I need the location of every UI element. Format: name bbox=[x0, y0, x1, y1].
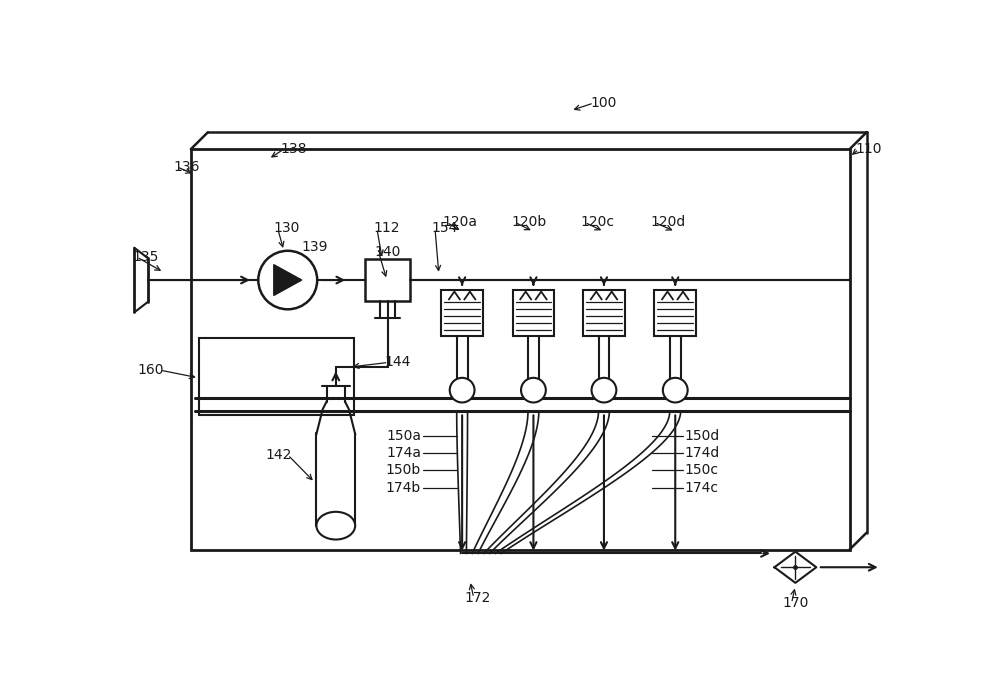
Circle shape bbox=[258, 251, 317, 310]
Polygon shape bbox=[774, 551, 816, 583]
Text: 100: 100 bbox=[590, 96, 616, 110]
Text: 120d: 120d bbox=[650, 216, 686, 229]
Circle shape bbox=[663, 378, 688, 402]
Text: 174c: 174c bbox=[685, 481, 719, 495]
Text: 130: 130 bbox=[274, 221, 300, 236]
Bar bbox=[191, 149, 850, 549]
Polygon shape bbox=[274, 265, 302, 296]
Text: 170: 170 bbox=[782, 596, 809, 610]
Bar bbox=[365, 259, 410, 301]
Text: 150a: 150a bbox=[386, 429, 421, 444]
Text: 150c: 150c bbox=[685, 463, 719, 477]
Text: 138: 138 bbox=[280, 142, 306, 156]
Text: 136: 136 bbox=[173, 160, 200, 174]
Text: 142: 142 bbox=[265, 448, 292, 462]
Ellipse shape bbox=[316, 512, 355, 540]
Circle shape bbox=[521, 378, 546, 402]
Text: 140: 140 bbox=[375, 245, 401, 258]
Text: 174a: 174a bbox=[386, 446, 421, 460]
Text: 174d: 174d bbox=[685, 446, 720, 460]
Text: 160: 160 bbox=[137, 363, 164, 377]
Text: 120b: 120b bbox=[511, 216, 546, 229]
Text: 150b: 150b bbox=[386, 463, 421, 477]
Text: 154: 154 bbox=[431, 221, 458, 236]
Bar bbox=[583, 290, 625, 337]
Text: 150d: 150d bbox=[685, 429, 720, 444]
Text: 120c: 120c bbox=[581, 216, 615, 229]
Text: 172: 172 bbox=[464, 591, 491, 605]
Text: 174b: 174b bbox=[386, 481, 421, 495]
Text: 139: 139 bbox=[302, 240, 328, 254]
Bar bbox=[441, 290, 483, 337]
Text: 120a: 120a bbox=[443, 216, 478, 229]
Text: 144: 144 bbox=[385, 355, 411, 370]
Bar bbox=[199, 338, 354, 415]
Text: 110: 110 bbox=[855, 142, 882, 156]
Text: 135: 135 bbox=[133, 250, 159, 264]
Text: 112: 112 bbox=[373, 221, 400, 236]
Circle shape bbox=[450, 378, 475, 402]
Bar bbox=[512, 290, 554, 337]
Bar bbox=[654, 290, 696, 337]
Circle shape bbox=[592, 378, 616, 402]
